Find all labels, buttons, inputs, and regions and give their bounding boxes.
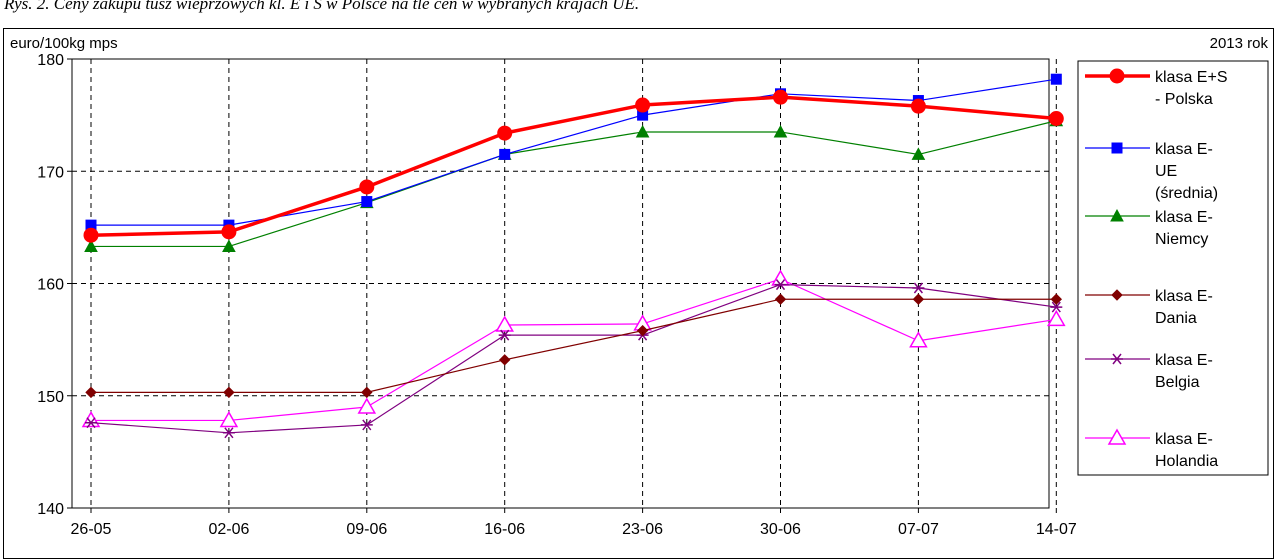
data-point — [361, 386, 373, 399]
legend-label: UE — [1155, 163, 1177, 180]
series-line — [91, 298, 1057, 393]
data-point — [1050, 293, 1063, 305]
data-point — [498, 329, 511, 341]
data-point — [499, 148, 511, 160]
data-point — [773, 89, 788, 105]
data-point — [912, 293, 925, 305]
data-point — [85, 386, 97, 399]
legend-label: Belgia — [1155, 374, 1200, 391]
legend-label: (średnia) — [1155, 185, 1218, 202]
data-point — [911, 147, 926, 160]
legend-label: - Polska — [1155, 91, 1213, 108]
legend-marker — [1111, 289, 1123, 301]
legend-label: klasa E- — [1155, 431, 1213, 448]
legend-marker — [1111, 142, 1123, 154]
data-point — [497, 125, 513, 141]
x-tick-label: 26-05 — [71, 521, 112, 538]
legend-marker — [1110, 208, 1124, 222]
data-point — [1047, 309, 1066, 327]
figure-caption: Rys. 2. Ceny zakupu tusz wieprzowych kl.… — [4, 0, 640, 13]
legend-marker — [1107, 428, 1127, 445]
legend-label: Dania — [1155, 310, 1197, 327]
axes: 140 150 160 170 180 26-05 02-06 09-06 16-06 23-06… — [37, 52, 1077, 538]
data-point — [83, 227, 99, 243]
data-point — [84, 239, 98, 252]
chart-frame — [3, 28, 1274, 559]
x-tick-label: 30-06 — [760, 521, 801, 538]
legend-label: Niemcy — [1155, 231, 1208, 248]
data-point — [221, 224, 237, 240]
data-point — [635, 124, 650, 138]
data-point — [495, 315, 514, 332]
y-tick-label: 140 — [37, 501, 64, 518]
legend: klasa E+S - Polska klasa E- UE (średnia) klas… — [1085, 68, 1227, 470]
legend-box — [1077, 60, 1269, 476]
y-tick-label: 160 — [37, 277, 64, 294]
legend-label: klasa E+S — [1155, 69, 1227, 86]
data-point — [1050, 301, 1063, 313]
legend-marker — [1109, 68, 1125, 84]
x-tick-label: 23-06 — [622, 521, 663, 538]
data-point — [773, 124, 788, 138]
x-tick-label: 02-06 — [208, 521, 249, 538]
series-line — [91, 120, 1057, 248]
plot-area-border — [71, 58, 1050, 509]
series-line — [90, 95, 1057, 237]
data-point — [498, 354, 511, 366]
data-point — [1048, 110, 1064, 126]
x-tick-label: 14-07 — [1036, 521, 1077, 538]
y-tick-label: 170 — [37, 164, 64, 181]
data-point — [360, 419, 373, 431]
data-point — [222, 239, 236, 252]
data-point — [361, 196, 373, 208]
data-point — [81, 410, 101, 428]
data-point — [774, 293, 787, 305]
legend-marker — [1111, 353, 1123, 365]
series-group — [81, 73, 1066, 439]
series-line — [91, 78, 1057, 226]
legend-label: klasa E- — [1155, 141, 1213, 158]
x-tick-label: 09-06 — [346, 521, 387, 538]
data-point — [774, 279, 787, 291]
series-line — [91, 278, 1057, 422]
data-point — [359, 179, 375, 195]
data-point — [771, 269, 790, 286]
data-point — [635, 97, 651, 113]
data-point — [1050, 73, 1062, 85]
data-point — [909, 331, 928, 348]
y-tick-label: 150 — [37, 389, 64, 406]
data-point — [357, 397, 377, 414]
legend-label: Holandia — [1155, 453, 1218, 470]
data-point — [912, 282, 925, 294]
y-axis-label: euro/100kg mps — [10, 35, 118, 52]
data-point — [223, 386, 235, 399]
legend-label: klasa E- — [1155, 209, 1213, 226]
series-line — [90, 284, 1057, 434]
data-point — [636, 324, 649, 337]
legend-label: klasa E- — [1155, 352, 1213, 369]
y-tick-label: 180 — [37, 52, 64, 69]
x-tick-label: 07-07 — [898, 521, 939, 538]
data-point — [219, 410, 239, 428]
chart-year-note: 2013 rok — [1210, 35, 1269, 52]
data-point — [910, 98, 926, 114]
x-tick-label: 16-06 — [484, 521, 525, 538]
legend-label: klasa E- — [1155, 288, 1213, 305]
grid-lines — [72, 59, 1057, 508]
data-point — [85, 417, 97, 429]
data-point — [222, 427, 235, 439]
